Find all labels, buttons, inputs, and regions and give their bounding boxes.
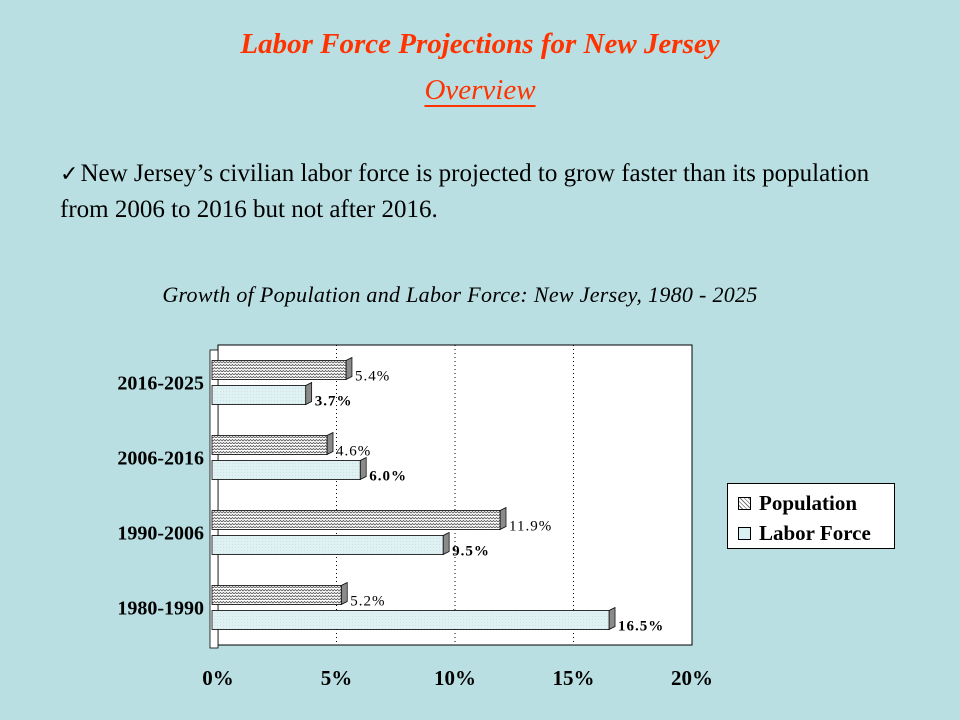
- data-label: 3.7%: [315, 394, 353, 410]
- legend-label-labor-force: Labor Force: [759, 520, 871, 545]
- bar-population: [211, 360, 347, 380]
- bar-population: [211, 510, 501, 530]
- bullet-point: ✓New Jersey’s civilian labor force is pr…: [60, 156, 920, 228]
- axis-wall: [209, 349, 219, 649]
- bar-labor-force: [211, 610, 610, 630]
- data-label: 4.6%: [336, 444, 371, 460]
- x-tick-label: 0%: [202, 666, 234, 690]
- legend-label-population: Population: [759, 490, 858, 515]
- data-label: 5.2%: [350, 594, 385, 610]
- bar-population-side: [499, 506, 507, 531]
- bar-population: [211, 435, 328, 455]
- legend-swatch-population: [738, 496, 751, 510]
- data-label: 9.5%: [452, 544, 490, 560]
- bar-labor-force-side: [442, 531, 450, 556]
- chart-legend: Population Labor Force: [727, 483, 895, 549]
- y-category-label: 1980-1990: [117, 598, 204, 620]
- bar-labor-force: [211, 385, 307, 405]
- data-label: 11.9%: [509, 519, 552, 535]
- x-tick-label: 15%: [553, 666, 595, 690]
- data-label: 6.0%: [369, 469, 407, 485]
- bar-chart: 0% 5% 10% 15% 20% 1980-1990 1990-2006 2006-2016…: [117, 344, 713, 690]
- bar-labor-force: [211, 460, 361, 480]
- y-category-label: 2016-2025: [117, 373, 204, 395]
- check-icon: ✓: [60, 161, 79, 186]
- data-label: 5.4%: [355, 369, 390, 385]
- chart-title: Growth of Population and Labor Force: Ne…: [162, 282, 758, 307]
- x-tick-label: 5%: [321, 666, 353, 690]
- x-tick-label: 20%: [671, 666, 713, 690]
- bullet-text: New Jersey’s civilian labor force is pro…: [60, 160, 870, 223]
- legend-swatch-labor-force: [738, 526, 751, 540]
- bar-labor-force-side: [359, 456, 367, 481]
- bar-population-side: [345, 356, 353, 381]
- y-category-label: 2006-2016: [117, 448, 204, 470]
- bar-labor-force: [211, 535, 444, 555]
- bar-population-side: [326, 431, 334, 456]
- bar-labor-force-side: [608, 606, 616, 631]
- bar-population-side: [340, 581, 348, 606]
- x-tick-label: 10%: [434, 666, 476, 690]
- slide-title: Labor Force Projections for New Jersey: [240, 28, 720, 60]
- legend-item-labor-force: Labor Force: [738, 520, 871, 546]
- slide-subtitle: Overview: [424, 74, 536, 106]
- y-category-label: 1990-2006: [117, 523, 204, 545]
- data-label: 16.5%: [618, 619, 664, 635]
- bar-population: [211, 585, 342, 605]
- legend-item-population: Population: [738, 490, 857, 516]
- bar-labor-force-side: [305, 381, 313, 406]
